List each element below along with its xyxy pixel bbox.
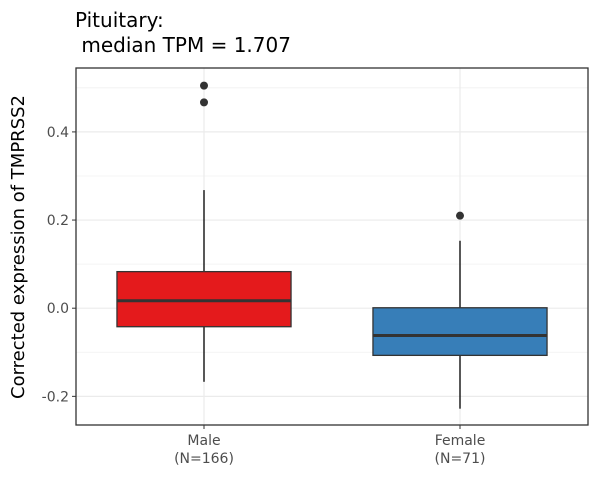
outlier-point bbox=[456, 211, 464, 220]
x-tick-sublabel: (N=71) bbox=[435, 451, 486, 467]
chart-title-line-2: median TPM = 1.707 bbox=[75, 33, 291, 57]
y-tick-label: 0.4 bbox=[47, 125, 69, 141]
y-tick-label: -0.2 bbox=[42, 389, 69, 405]
plot-border bbox=[75, 67, 589, 426]
plot-background bbox=[76, 68, 588, 425]
y-tick-label: 0.0 bbox=[47, 301, 69, 317]
outlier-point bbox=[200, 81, 208, 90]
box-male bbox=[116, 270, 292, 328]
box-female bbox=[372, 307, 548, 357]
x-tick-label: Male bbox=[187, 433, 220, 449]
plot-area: -0.2 0.0 0.2 0.4 Male (N=166) Female (N=71) bbox=[42, 67, 589, 467]
y-axis-label: Corrected expression of TMPRSS2 bbox=[8, 95, 29, 399]
y-tick-label: 0.2 bbox=[47, 213, 69, 229]
outlier-point bbox=[200, 98, 208, 107]
chart-title-line-1: Pituitary: bbox=[75, 8, 164, 32]
x-tick-sublabel: (N=166) bbox=[174, 451, 234, 467]
x-tick-label: Female bbox=[435, 433, 486, 449]
